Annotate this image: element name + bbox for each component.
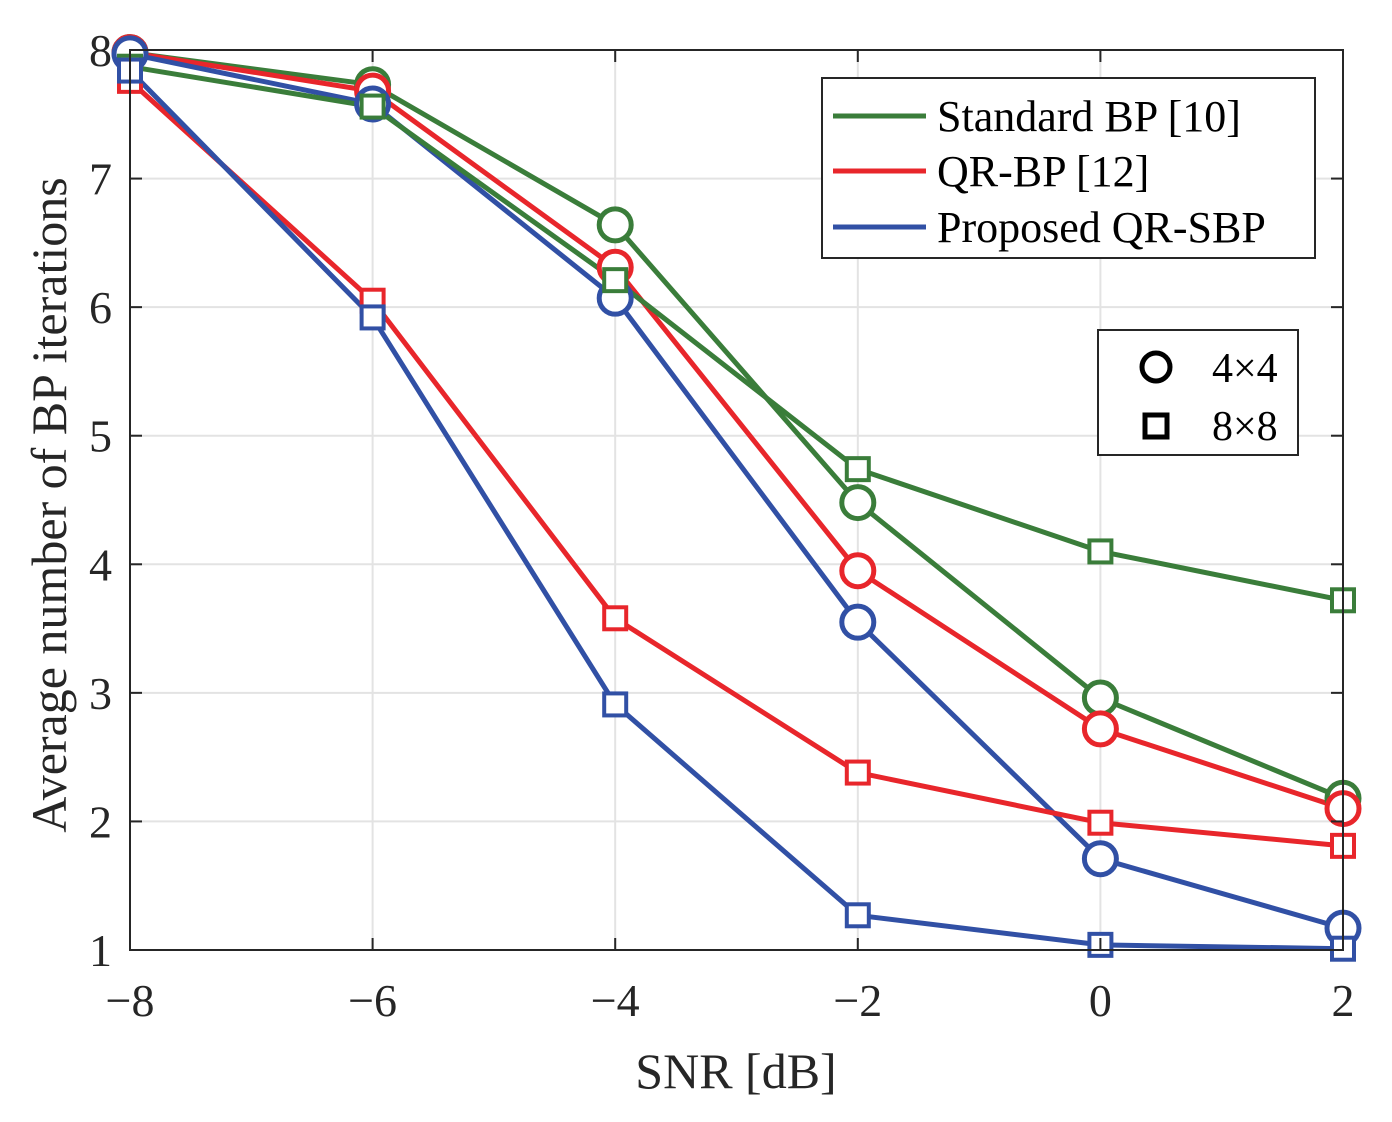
series-line-qrsbp-8x8	[128, 68, 1344, 952]
marker-legend-square-icon	[1142, 412, 1170, 440]
data-point-qrsbp-8x8	[602, 691, 629, 718]
data-point-qrbp-8x8	[1087, 809, 1114, 836]
series-line-standard-4x4	[129, 50, 1344, 801]
data-point-qrsbp-4x4	[1081, 840, 1119, 878]
y-tick-label: 4	[89, 539, 112, 590]
series-legend: Standard BP [10] QR-BP [12] Proposed QR-…	[821, 77, 1316, 259]
x-tick-label: −2	[833, 975, 882, 1026]
data-point-standard-8x8	[844, 456, 871, 483]
series-lines	[128, 50, 1344, 952]
plot-frame	[129, 49, 1344, 951]
y-tick-labels: 1 2 3 4 5 6 7 8	[89, 25, 112, 976]
series-line-qrbp-8x8	[128, 79, 1344, 849]
y-tick-label: 3	[89, 668, 112, 719]
data-point-qrbp-4x4	[839, 552, 877, 590]
series-line-qrbp-4x4	[129, 50, 1344, 811]
x-tick-label: −6	[348, 975, 397, 1026]
legend-label-qr-sbp: Proposed QR-SBP	[937, 203, 1266, 252]
y-tick-label: 1	[89, 925, 112, 976]
marker-legend-label-4x4: 4×4	[1212, 346, 1278, 392]
axis-ticks	[129, 49, 1344, 951]
series-markers	[111, 34, 1362, 962]
marker-legend: 4×4 8×8	[1097, 329, 1299, 456]
x-tick-labels: −8 −6 −4 −2 0 2	[106, 975, 1355, 1026]
series-line-qrsbp-4x4	[129, 51, 1344, 931]
data-point-qrsbp-8x8	[359, 304, 386, 331]
y-axis-label: Average number of BP iterations	[21, 177, 77, 832]
legend-label-standard-bp: Standard BP [10]	[937, 92, 1241, 141]
data-point-standard-8x8	[359, 93, 386, 120]
data-point-standard-4x4	[839, 484, 877, 522]
x-tick-label: 2	[1332, 975, 1355, 1026]
data-point-qrbp-4x4	[1081, 710, 1119, 748]
x-tick-label: −8	[106, 975, 155, 1026]
data-point-standard-8x8	[602, 267, 629, 294]
y-tick-label: 7	[89, 154, 112, 205]
data-point-qrbp-8x8	[844, 759, 871, 786]
legend-label-qr-bp: QR-BP [12]	[937, 147, 1149, 196]
y-tick-label: 5	[89, 411, 112, 462]
data-point-qrsbp-8x8	[844, 902, 871, 929]
marker-legend-box	[1097, 329, 1299, 456]
data-point-qrsbp-4x4	[839, 603, 877, 641]
data-point-qrbp-8x8	[602, 605, 629, 632]
data-point-standard-8x8	[1087, 538, 1114, 565]
x-tick-label: −4	[591, 975, 640, 1026]
x-axis-label: SNR [dB]	[635, 1043, 836, 1099]
series-line-standard-8x8	[129, 64, 1344, 603]
y-tick-label: 2	[89, 796, 112, 847]
marker-legend-circle-icon	[1139, 350, 1173, 384]
y-tick-label: 8	[89, 25, 112, 76]
data-point-standard-4x4	[1081, 679, 1119, 717]
y-tick-label: 6	[89, 282, 112, 333]
marker-legend-label-8x8: 8×8	[1212, 404, 1278, 450]
x-tick-label: 0	[1089, 975, 1112, 1026]
data-point-standard-4x4	[596, 206, 634, 244]
